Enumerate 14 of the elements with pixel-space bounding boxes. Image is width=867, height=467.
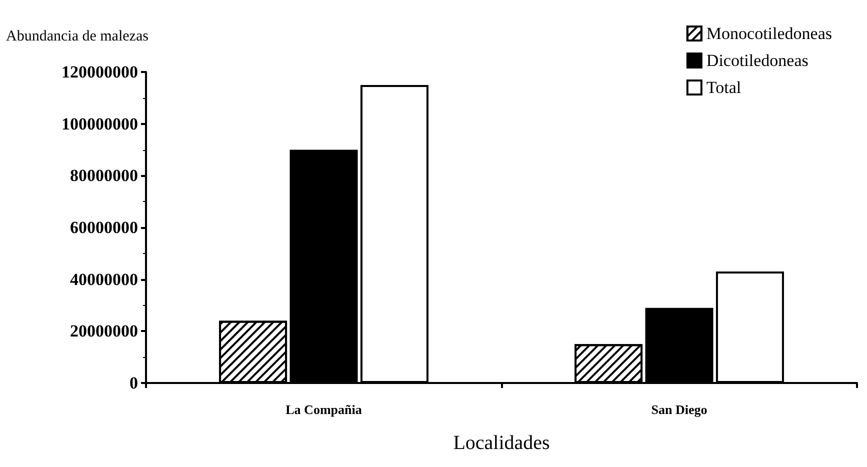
legend-label: Monocotiledoneas xyxy=(706,24,832,43)
x-tick-label: La Compañia xyxy=(286,402,362,417)
x-tick-label: San Diego xyxy=(651,402,708,417)
y-tick-label: 120000000 xyxy=(62,62,138,82)
legend-label: Total xyxy=(706,78,742,97)
y-axis-title: Abundancia de malezas xyxy=(6,28,149,44)
legend-label: Dicotiledoneas xyxy=(706,51,808,70)
x-axis-title: Localidades xyxy=(453,432,550,454)
y-tick-label: 60000000 xyxy=(70,218,138,237)
y-tick-label: 40000000 xyxy=(70,270,138,289)
y-tick-label: 100000000 xyxy=(62,114,138,134)
y-tick-label: 20000000 xyxy=(70,322,138,341)
y-tick-label: 80000000 xyxy=(70,166,138,186)
y-tick-label: 0 xyxy=(130,374,138,392)
